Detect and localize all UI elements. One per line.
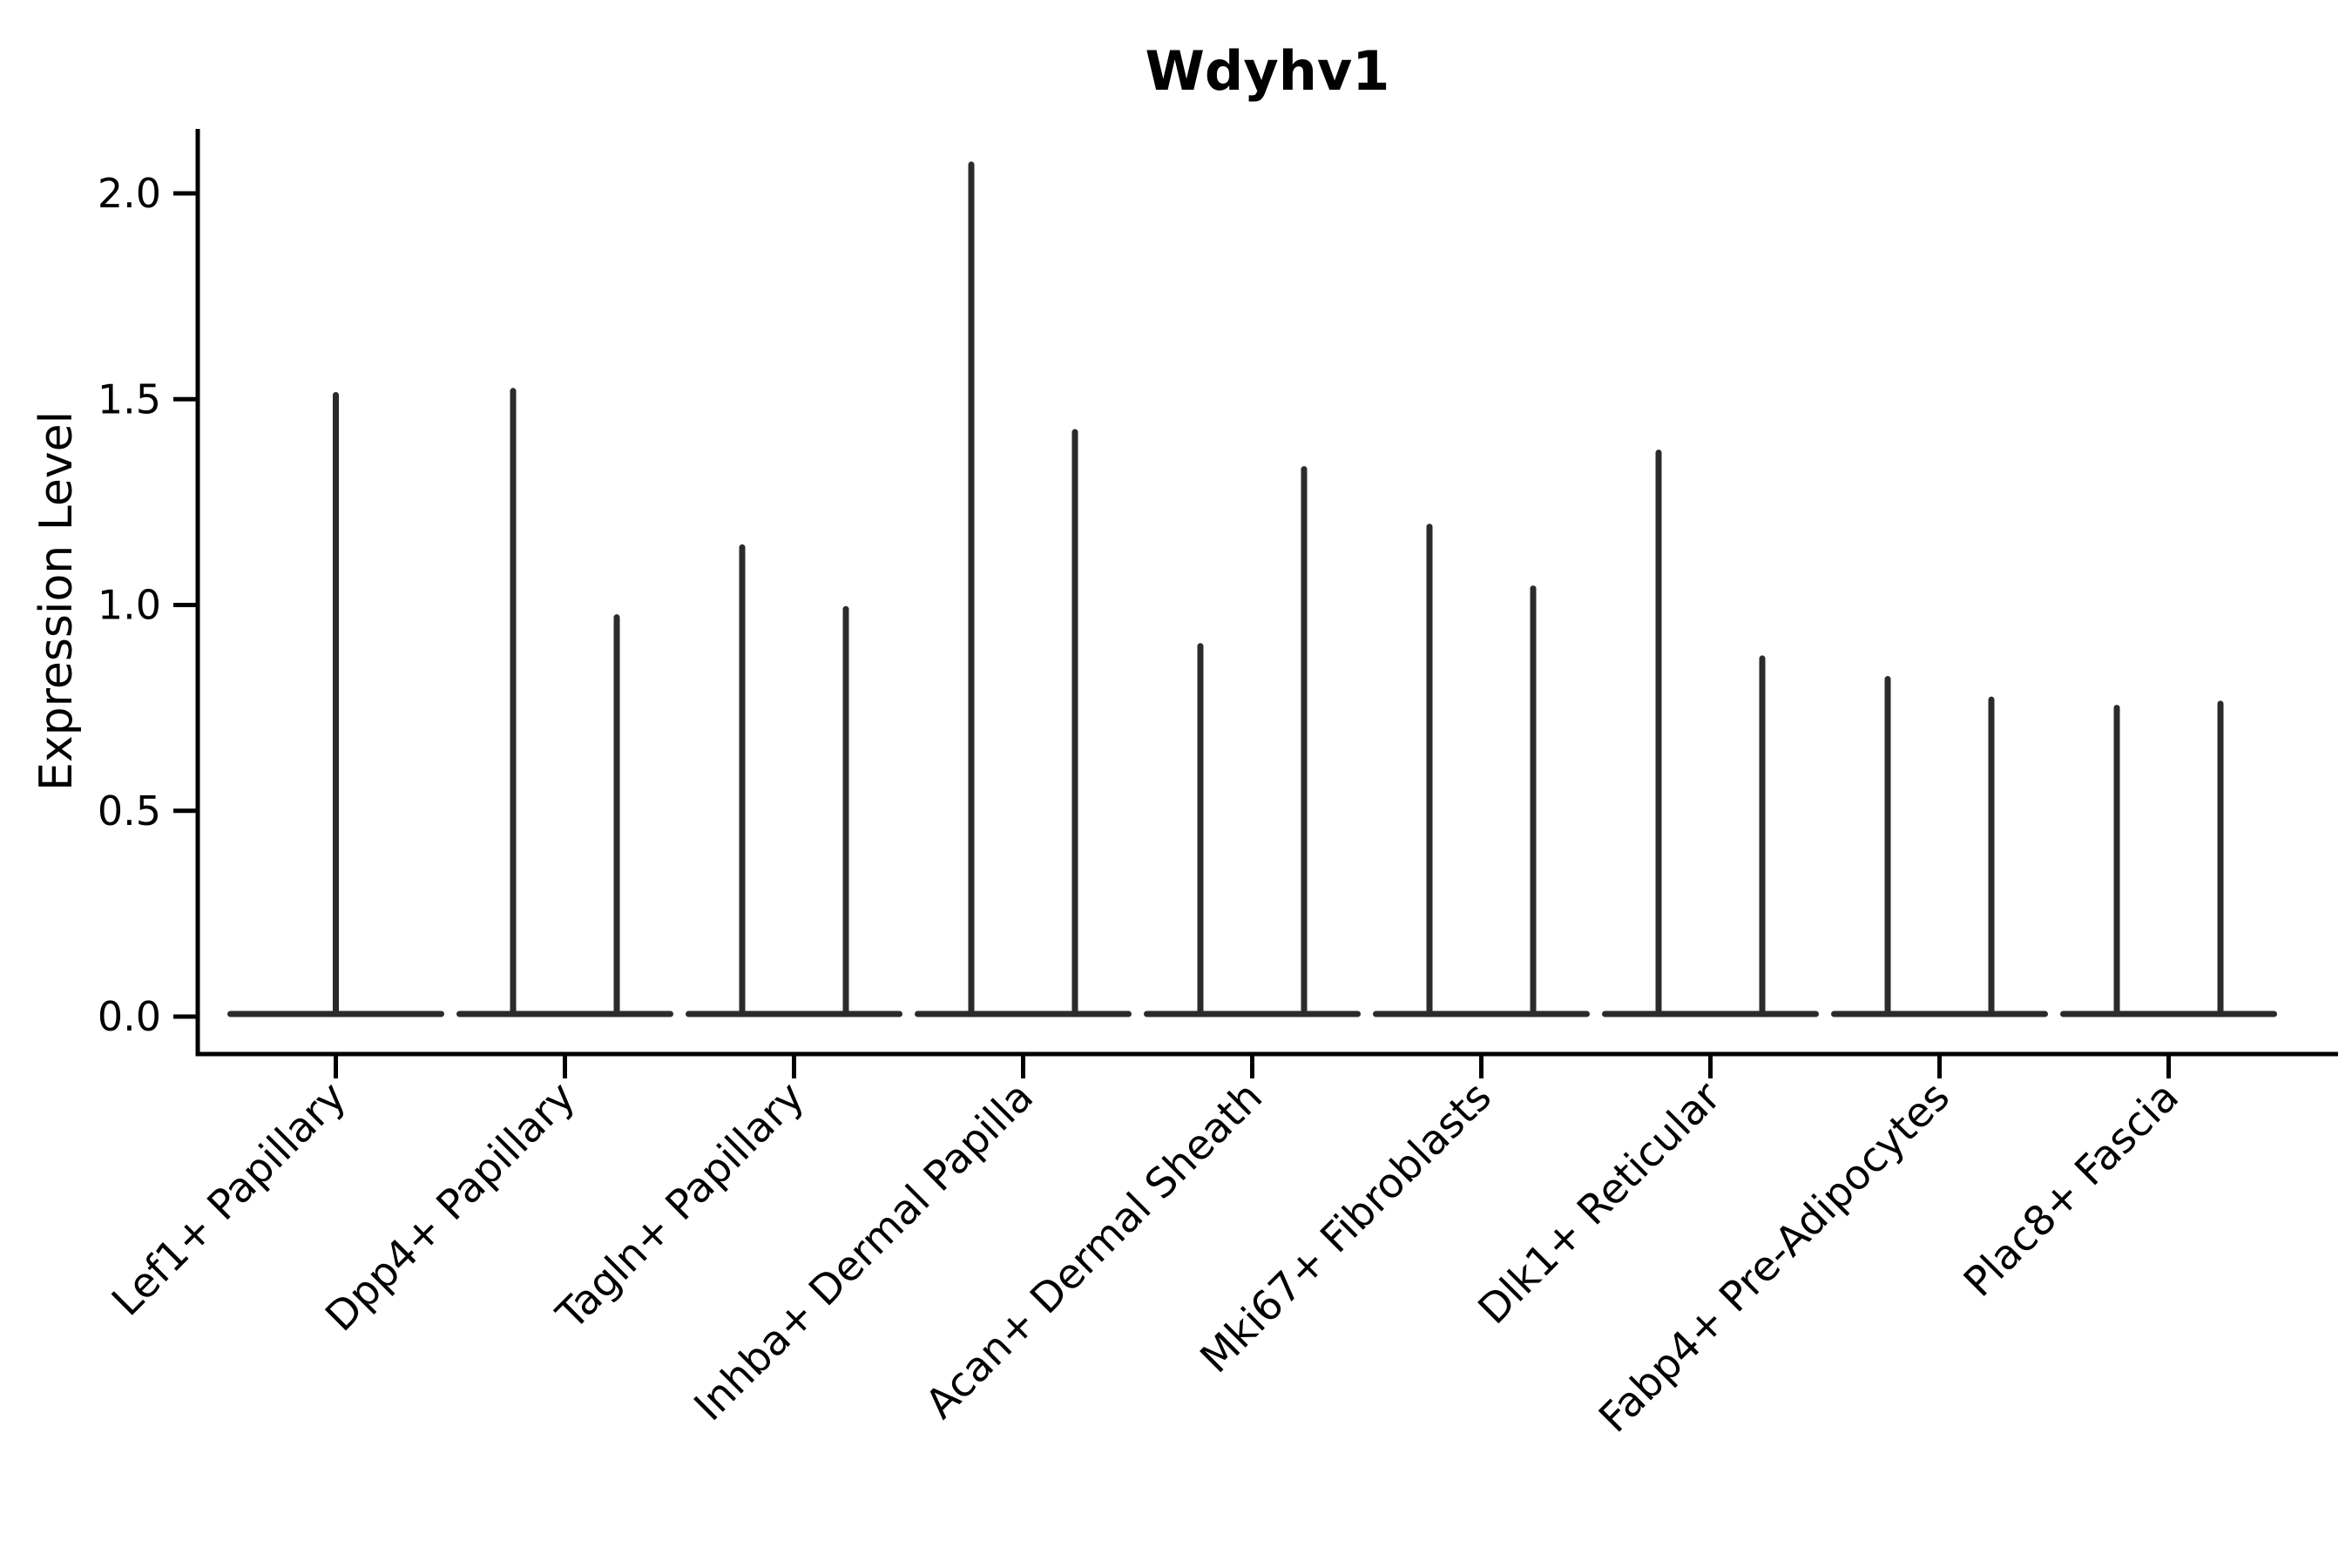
y-axis-tick-label: 0.5	[98, 787, 161, 835]
x-axis-category-label: Plac8+ Fascia	[1955, 1073, 2188, 1307]
y-axis-tick-label: 1.5	[98, 375, 161, 422]
violin-category	[686, 544, 902, 1017]
violin-category	[915, 161, 1132, 1017]
y-axis: 0.0 0.5 1.0 1.5 2.0	[98, 170, 198, 1040]
y-axis-tick-label: 2.0	[98, 170, 161, 217]
violin-category	[1602, 449, 1819, 1017]
y-axis-tick-label: 1.0	[98, 582, 161, 629]
violin-category	[456, 388, 673, 1017]
x-axis-category-label: Dpp4+ Papillary	[316, 1073, 585, 1342]
x-axis-category-label: Tagln+ Papillary	[547, 1073, 814, 1340]
violin-category	[2060, 700, 2277, 1017]
y-axis-tick-label: 0.0	[98, 993, 161, 1040]
chart-title: Wdyhv1	[1146, 39, 1390, 103]
x-axis-category-label: Dlk1+ Reticular	[1470, 1072, 1731, 1334]
violin-category	[1831, 676, 2048, 1017]
violins-group	[227, 161, 2277, 1017]
y-axis-label: Expression Level	[30, 411, 83, 791]
violin-category	[1373, 524, 1590, 1017]
violin-category	[1144, 466, 1361, 1017]
violin-category	[227, 392, 444, 1017]
x-axis-category-label: Lef1+ Papillary	[103, 1073, 355, 1326]
